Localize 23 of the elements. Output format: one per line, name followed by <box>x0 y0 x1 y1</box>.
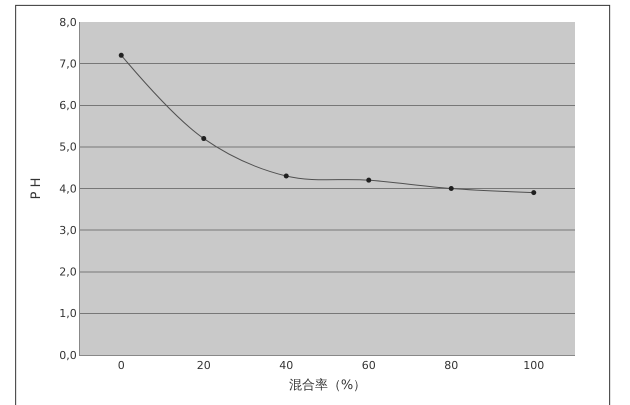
x-tick-label: 80 <box>444 359 458 372</box>
point <box>118 52 124 58</box>
x-tick-label: 100 <box>523 359 544 372</box>
y-tick-label: 7,0 <box>59 57 77 70</box>
point <box>531 190 536 196</box>
x-tick-label: 0 <box>118 359 125 372</box>
y-tick-label: 3,0 <box>59 224 77 237</box>
x-tick-label: 60 <box>362 359 376 372</box>
point <box>201 136 206 142</box>
x-axis-title: 混合率（%） <box>288 376 366 393</box>
y-tick-label: 2,0 <box>59 266 77 279</box>
y-tick-label: 6,0 <box>59 99 77 112</box>
x-tick-label: 40 <box>279 359 294 372</box>
y-tick-label: 5,0 <box>59 140 77 154</box>
y-tick-label: 8,0 <box>59 16 77 29</box>
y-tick-label: 4,0 <box>59 182 77 196</box>
point <box>284 174 289 179</box>
x-tick-label: 20 <box>196 359 211 372</box>
point <box>448 186 454 191</box>
y-tick-label: 0,0 <box>59 348 77 362</box>
y-tick-label: 1,0 <box>59 307 77 320</box>
y-axis-title: P H <box>29 178 44 200</box>
point <box>366 178 372 183</box>
